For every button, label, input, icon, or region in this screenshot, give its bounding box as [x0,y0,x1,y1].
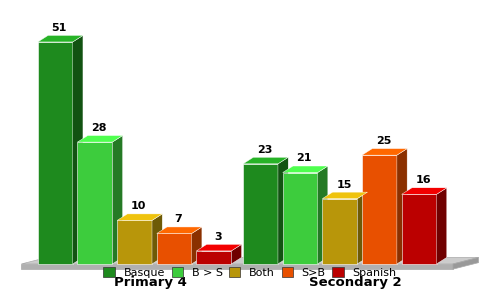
Text: 10: 10 [131,201,146,211]
Polygon shape [282,173,318,264]
Polygon shape [402,188,447,194]
Polygon shape [243,164,278,264]
Polygon shape [38,42,72,264]
Text: 23: 23 [257,145,272,155]
Polygon shape [243,157,288,164]
Polygon shape [196,251,232,264]
Text: 16: 16 [416,175,431,185]
Polygon shape [22,264,453,269]
Polygon shape [72,35,83,264]
Polygon shape [278,157,288,264]
Text: 7: 7 [174,214,182,224]
Polygon shape [157,227,202,233]
Text: 3: 3 [214,232,222,242]
Polygon shape [117,214,162,220]
Polygon shape [38,35,83,42]
Polygon shape [322,192,368,199]
Text: Secondary 2: Secondary 2 [309,276,402,289]
Polygon shape [402,194,436,264]
Text: Primary 4: Primary 4 [114,276,186,289]
Polygon shape [397,148,407,264]
Text: 51: 51 [52,23,67,33]
Text: 28: 28 [92,123,107,133]
Polygon shape [112,136,122,264]
Polygon shape [322,199,357,264]
Text: 21: 21 [296,153,312,163]
Polygon shape [282,166,328,173]
Polygon shape [232,244,241,264]
Text: 15: 15 [336,180,351,190]
Polygon shape [78,142,112,264]
Legend: Basque, B > S, Both, S>B, Spanish: Basque, B > S, Both, S>B, Spanish [99,263,401,282]
Polygon shape [362,148,407,155]
Polygon shape [436,188,447,264]
Polygon shape [318,166,328,264]
Polygon shape [152,214,162,264]
Polygon shape [22,258,478,264]
Polygon shape [78,136,122,142]
Polygon shape [192,227,202,264]
Polygon shape [196,244,242,251]
Polygon shape [362,155,397,264]
Text: 25: 25 [376,136,391,146]
Polygon shape [453,258,478,269]
Polygon shape [117,220,152,264]
Polygon shape [357,192,368,264]
Polygon shape [157,233,192,264]
